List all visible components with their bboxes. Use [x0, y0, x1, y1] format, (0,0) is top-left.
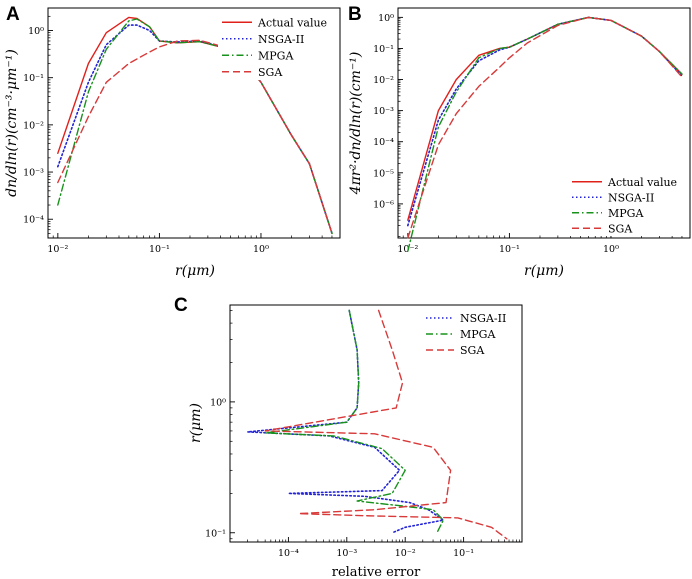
- y-tick-label: 10⁰: [28, 26, 44, 37]
- series-line-nsga-ii: [56, 24, 333, 235]
- panel-label-a: A: [6, 4, 20, 25]
- x-tick-label: 10⁻⁴: [278, 548, 299, 559]
- y-tick-label: 10⁰: [210, 397, 226, 408]
- panel-a-y-axis-label: dn/dln(r)(cm⁻³·μm⁻¹): [4, 49, 20, 197]
- panel-label-b: B: [348, 4, 362, 25]
- y-tick-label: 10⁻¹: [23, 73, 44, 84]
- x-tick-label: 10⁻¹: [149, 244, 170, 255]
- panel-b-x-axis-label: r(μm): [524, 263, 564, 279]
- x-tick-label: 10⁻¹: [453, 548, 474, 559]
- x-tick-label: 10⁻²: [47, 244, 68, 255]
- legend-box: [568, 174, 688, 236]
- legend-label: MPGA: [460, 328, 496, 341]
- series-line-nsga-ii: [246, 309, 445, 534]
- y-tick-label: 10⁻³: [373, 106, 394, 117]
- y-tick-label: 10⁻²: [373, 75, 394, 86]
- y-tick-label: 10⁻⁵: [373, 168, 394, 179]
- legend-label: SGA: [258, 66, 283, 79]
- legend-label: Actual value: [257, 16, 327, 29]
- panel-b-chart: B 10⁻² 10⁻¹ 10⁰10⁻⁶10⁻⁵10⁻⁴10⁻³10⁻²10⁻¹10⁰…: [348, 4, 691, 279]
- y-tick-label: 10⁻⁴: [373, 137, 394, 148]
- panel-label-c: C: [174, 295, 188, 316]
- panel-a-chart: A 10⁻² 10⁻¹ 10⁰ 10⁻⁴ 10⁻³ 10⁻² 10⁻¹ 10⁰ r(μm) d…: [4, 4, 341, 279]
- series-line-sga: [264, 309, 508, 540]
- x-tick-label: 10⁻³: [336, 548, 357, 559]
- series-line-mpga: [264, 309, 444, 534]
- y-tick-label: 10⁻³: [23, 168, 44, 179]
- y-tick-label: 10⁻¹: [373, 44, 394, 55]
- legend-label: SGA: [608, 222, 633, 235]
- legend-label: NSGA-II: [460, 312, 506, 325]
- x-tick-label: 10⁻²: [395, 548, 416, 559]
- y-tick-label: 10⁻¹: [205, 528, 226, 539]
- panel-a-plot-frame: [47, 7, 341, 239]
- legend-label: MPGA: [608, 207, 644, 220]
- x-tick-label: 10⁰: [253, 244, 269, 255]
- y-tick-label: 10⁻⁴: [23, 215, 44, 226]
- x-tick-label: 10⁻¹: [499, 244, 520, 255]
- y-tick-label: 10⁻⁶: [373, 199, 394, 210]
- panel-c-y-axis-label: r(μm): [188, 403, 204, 443]
- y-tick-label: 10⁰: [378, 13, 394, 24]
- legend-label: SGA: [460, 344, 485, 357]
- legend-box: [218, 14, 338, 80]
- legend-label: NSGA-II: [608, 191, 654, 204]
- legend-label: Actual value: [607, 176, 677, 189]
- series-line-sga: [57, 39, 333, 235]
- y-tick-label: 10⁻²: [23, 120, 44, 131]
- panel-c-chart: C 10⁻⁴ 10⁻³ 10⁻² 10⁻¹ 10⁻¹ 10⁰ relative error…: [174, 295, 523, 579]
- panel-c-plot-frame: [229, 304, 523, 543]
- legend-label: NSGA-II: [258, 33, 304, 46]
- panel-c-x-axis-label: relative error: [332, 565, 421, 579]
- series-line-sga: [407, 16, 683, 239]
- panel-b-y-axis-label: 4πr²·dn/dln(r)(cm⁻¹): [348, 52, 364, 196]
- panel-a-x-axis-label: r(μm): [175, 263, 215, 279]
- legend-label: MPGA: [258, 49, 294, 62]
- x-tick-label: 10⁰: [603, 244, 619, 255]
